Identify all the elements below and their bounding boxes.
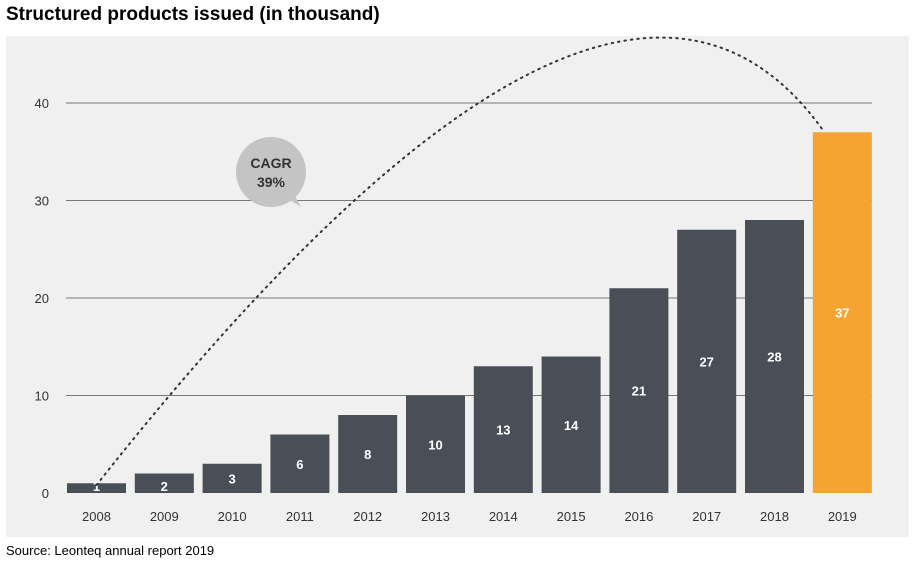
- bar-value-label: 37: [835, 306, 849, 321]
- bar-value-label: 1: [93, 479, 100, 494]
- bar: [270, 434, 330, 493]
- x-tick-label: 2017: [692, 509, 721, 524]
- bar: [812, 132, 872, 493]
- bar-value-label: 3: [228, 471, 235, 486]
- x-tick-label: 2018: [760, 509, 789, 524]
- bar-value-label: 6: [296, 457, 303, 472]
- x-tick-label: 2019: [828, 509, 857, 524]
- bar: [67, 483, 126, 493]
- x-tick-label: 2010: [218, 509, 247, 524]
- bar-value-label: 27: [699, 354, 713, 369]
- y-tick-label: 40: [35, 96, 49, 111]
- y-tick-label: 20: [35, 291, 49, 306]
- y-tick-label: 0: [42, 486, 49, 501]
- x-tick-label: 2012: [353, 509, 382, 524]
- x-tick-label: 2013: [421, 509, 450, 524]
- cagr-value: 39%: [257, 174, 286, 190]
- cagr-label: CAGR: [250, 155, 291, 171]
- bar-value-label: 10: [428, 437, 442, 452]
- x-tick-label: 2016: [624, 509, 653, 524]
- bar: [677, 229, 737, 493]
- x-tick-label: 2014: [489, 509, 518, 524]
- bar-value-label: 13: [496, 423, 510, 438]
- bar: [338, 415, 398, 493]
- bar: [609, 288, 669, 493]
- y-tick-label: 10: [35, 389, 49, 404]
- bar: [406, 395, 465, 493]
- x-tick-label: 2011: [286, 509, 314, 524]
- bar-value-label: 28: [767, 350, 781, 365]
- y-tick-label: 30: [35, 194, 49, 209]
- chart-title: Structured products issued (in thousand): [6, 4, 380, 25]
- source-note: Source: Leonteq annual report 2019: [6, 543, 215, 558]
- bar: [202, 463, 262, 493]
- x-tick-label: 2009: [150, 509, 179, 524]
- x-tick-label: 2015: [557, 509, 586, 524]
- bar: [134, 473, 194, 493]
- cagr-bubble: [236, 137, 306, 207]
- x-tick-label: 2008: [82, 509, 111, 524]
- cagr-trend-arc: [95, 36, 824, 486]
- bar-value-label: 21: [632, 384, 646, 399]
- bar-value-label: 8: [364, 447, 371, 462]
- bar-value-label: 14: [564, 418, 579, 433]
- bar-value-label: 2: [161, 479, 168, 494]
- bar: [541, 356, 601, 493]
- bar: [745, 220, 804, 493]
- bar: [473, 366, 533, 493]
